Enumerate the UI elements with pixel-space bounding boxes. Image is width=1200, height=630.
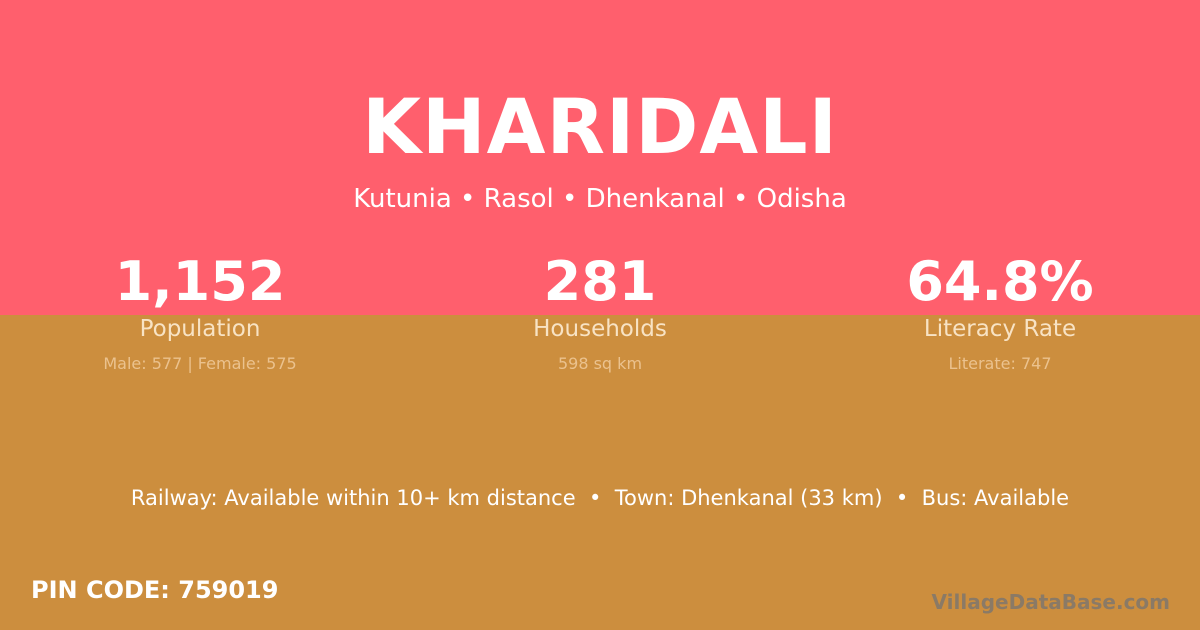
pin-code: PIN CODE: 759019 (31, 576, 279, 604)
location-breadcrumb: Kutunia • Rasol • Dhenkanal • Odisha (353, 184, 847, 214)
stat-value: 1,152 (114, 250, 286, 313)
stat-detail: Literate: 747 (948, 354, 1052, 373)
stat-label: Literacy Rate (923, 316, 1077, 342)
header-band (0, 0, 1200, 315)
village-name: KHARIDALI (362, 82, 838, 171)
stat-detail: 598 sq km (557, 354, 643, 373)
watermark: VillageDataBase.com (931, 590, 1170, 614)
stat-value: 281 (543, 250, 657, 313)
footer-band (0, 315, 1200, 630)
stat-label: Population (139, 316, 261, 342)
stat-value: 64.8% (906, 250, 1094, 313)
stat-detail: Male: 577 | Female: 575 (103, 354, 297, 373)
stat-label: Households (533, 316, 667, 342)
amenities-line: Railway: Available within 10+ km distanc… (130, 486, 1070, 510)
